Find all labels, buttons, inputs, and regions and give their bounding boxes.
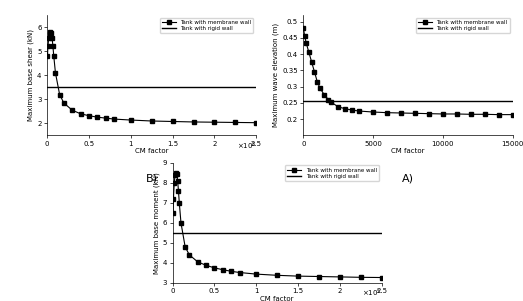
Line: Tank with membrane wall: Tank with membrane wall (302, 26, 514, 116)
Tank with membrane wall (173, 171, 179, 174)
X-axis label: CM factor: CM factor (135, 148, 168, 154)
Tank with membrane wall (176, 201, 183, 204)
Tank with membrane wall (398, 111, 404, 115)
Tank with membrane wall (175, 189, 181, 192)
Tank with membrane wall (295, 274, 301, 278)
Tank with membrane wall (220, 268, 226, 272)
Tank with membrane wall (453, 112, 460, 116)
Tank with membrane wall (468, 113, 474, 116)
Tank with membrane wall (149, 119, 155, 123)
Tank with membrane wall (509, 113, 516, 116)
Tank with membrane wall (274, 274, 280, 277)
Y-axis label: Maximum base shear (kN): Maximum base shear (kN) (28, 29, 34, 121)
Tank with membrane wall (111, 117, 117, 121)
X-axis label: CM factor: CM factor (391, 148, 425, 154)
Tank with membrane wall (190, 120, 197, 124)
Tank with membrane wall (253, 121, 259, 125)
Tank with membrane wall (94, 115, 100, 119)
X-axis label: CM factor: CM factor (260, 296, 294, 301)
Tank with membrane wall (171, 181, 177, 185)
Tank with membrane wall (321, 93, 327, 97)
Tank with membrane wall (335, 105, 342, 109)
Tank with membrane wall (440, 112, 446, 116)
Line: Tank with membrane wall: Tank with membrane wall (171, 171, 383, 279)
Tank with membrane wall (86, 114, 92, 117)
Tank with membrane wall (236, 271, 243, 274)
Tank with membrane wall (172, 173, 178, 176)
Tank with membrane wall (228, 269, 234, 273)
Tank with membrane wall (77, 112, 84, 116)
Y-axis label: Maximum wave elevation (m): Maximum wave elevation (m) (273, 23, 279, 127)
Tank with membrane wall (300, 26, 306, 30)
Tank with membrane wall (356, 109, 362, 113)
Tank with membrane wall (186, 253, 192, 257)
Tank with membrane wall (46, 36, 52, 40)
Tank with membrane wall (328, 101, 334, 104)
Tank with membrane wall (48, 31, 54, 35)
Tank with membrane wall (253, 272, 259, 276)
Tank with membrane wall (316, 275, 322, 278)
Tank with membrane wall (426, 112, 432, 116)
Tank with rigid wall (44, 85, 50, 89)
Tank with membrane wall (175, 179, 181, 182)
Text: A): A) (402, 174, 414, 184)
Tank with membrane wall (128, 118, 134, 122)
Tank with membrane wall (232, 121, 238, 124)
Tank with membrane wall (203, 263, 209, 267)
Tank with membrane wall (47, 33, 53, 36)
Tank with membrane wall (314, 80, 321, 84)
Tank with membrane wall (302, 34, 308, 38)
Tank with membrane wall (342, 107, 348, 110)
Y-axis label: Maximum base moment (kN): Maximum base moment (kN) (153, 172, 160, 274)
Tank with membrane wall (170, 211, 176, 215)
Tank with rigid wall (44, 85, 50, 89)
Tank with membrane wall (309, 61, 315, 64)
Text: $\times 10^5$: $\times 10^5$ (362, 288, 382, 299)
Tank with membrane wall (51, 54, 57, 58)
Tank with membrane wall (182, 245, 188, 249)
Legend: Tank with membrane wall, Tank with rigid wall: Tank with membrane wall, Tank with rigid… (285, 165, 379, 181)
Tank with membrane wall (69, 108, 75, 112)
Tank with membrane wall (174, 172, 180, 175)
Tank with membrane wall (47, 31, 53, 34)
Tank with membrane wall (56, 93, 63, 96)
Tank with membrane wall (306, 51, 312, 54)
Tank with membrane wall (349, 108, 355, 112)
Legend: Tank with membrane wall, Tank with rigid wall: Tank with membrane wall, Tank with rigid… (416, 18, 510, 33)
Tank with membrane wall (482, 113, 488, 116)
Line: Tank with membrane wall: Tank with membrane wall (46, 31, 258, 124)
Tank with rigid wall (169, 231, 176, 234)
Tank with membrane wall (195, 260, 201, 264)
Tank with membrane wall (370, 110, 376, 114)
Tank with rigid wall (300, 99, 306, 103)
Tank with membrane wall (358, 275, 364, 279)
Tank with membrane wall (384, 111, 390, 114)
Tank with membrane wall (412, 111, 418, 115)
Tank with membrane wall (211, 120, 218, 124)
Tank with membrane wall (211, 266, 218, 270)
Tank with membrane wall (45, 45, 51, 48)
Tank with membrane wall (495, 113, 502, 116)
Tank with rigid wall (169, 231, 176, 234)
Tank with membrane wall (49, 36, 55, 40)
Tank with membrane wall (325, 98, 332, 101)
Legend: Tank with membrane wall, Tank with rigid wall: Tank with membrane wall, Tank with rigid… (160, 18, 254, 33)
Tank with membrane wall (311, 70, 317, 74)
Tank with membrane wall (169, 120, 176, 123)
Tank with membrane wall (50, 45, 56, 48)
Tank with membrane wall (303, 41, 309, 45)
Text: $\times 10^5$: $\times 10^5$ (237, 140, 256, 152)
Tank with membrane wall (337, 275, 343, 279)
Tank with membrane wall (44, 54, 51, 58)
Tank with membrane wall (379, 276, 385, 279)
Tank with membrane wall (317, 86, 323, 90)
Text: B): B) (146, 174, 157, 184)
Tank with membrane wall (170, 197, 177, 200)
Tank with membrane wall (61, 101, 67, 105)
Tank with membrane wall (52, 71, 59, 75)
Tank with rigid wall (300, 99, 306, 103)
Tank with membrane wall (178, 221, 184, 225)
Tank with membrane wall (103, 116, 109, 120)
